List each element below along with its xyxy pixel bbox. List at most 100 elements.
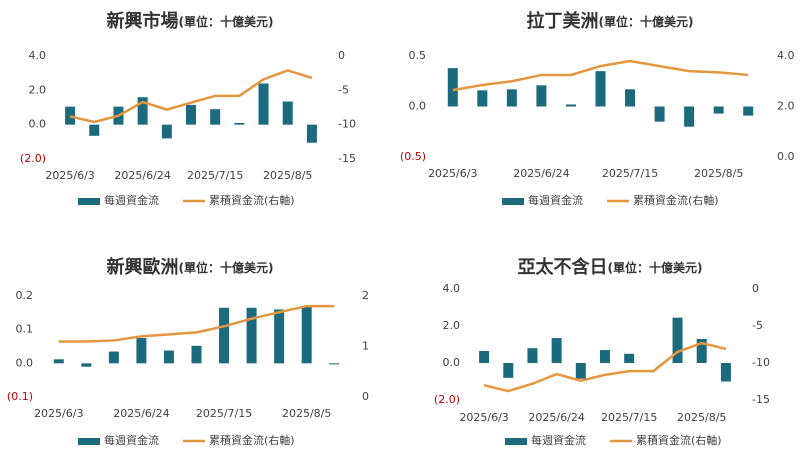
x-tick-label: 2025/8/5 xyxy=(694,167,743,180)
cumulative-line xyxy=(69,69,313,124)
chart-title: 新興歐洲(單位：十億美元) xyxy=(107,256,274,278)
bar xyxy=(161,124,172,139)
bar xyxy=(282,101,293,125)
legend-swatch xyxy=(78,438,100,445)
y2-tick-label: -5 xyxy=(752,319,763,332)
bar xyxy=(306,124,317,143)
bar xyxy=(108,351,119,364)
bar xyxy=(506,89,517,107)
bar xyxy=(551,338,562,363)
cumulative-line xyxy=(452,59,749,92)
chart-title: 拉丁美洲(單位：十億美元) xyxy=(527,10,694,32)
x-tick-label: 2025/6/3 xyxy=(428,167,477,180)
x-tick-label: 2025/6/24 xyxy=(528,411,584,424)
y-tick-label: 4.0 xyxy=(29,49,47,62)
cumulative-line xyxy=(58,304,335,343)
legend-swatch xyxy=(505,438,527,445)
bar xyxy=(743,106,754,116)
y-tick-label: 2.0 xyxy=(29,83,47,96)
legend-swatch xyxy=(502,198,524,205)
bar xyxy=(713,106,724,114)
bar xyxy=(527,348,538,363)
bar xyxy=(186,104,196,125)
bar xyxy=(595,71,606,107)
title-main: 亞太不含日 xyxy=(518,256,608,278)
y2-tick-label: 0 xyxy=(338,49,345,62)
y2-tick-label: -10 xyxy=(752,356,770,369)
chart-panel: 亞太不含日(單位：十億美元) 4.0 2.0 0.0 (2.0) 0 -5 -10 -15 202… xyxy=(434,256,770,447)
bar xyxy=(53,359,64,364)
legend-label: 累積資金流(右軸) xyxy=(209,193,295,207)
bar xyxy=(672,317,683,363)
y2-tick-label: 2 xyxy=(362,289,369,302)
chart-panel: 拉丁美洲(單位：十億美元) 0.5 0.0 (0.5) 4.0 2.0 0.0 2025/6/… xyxy=(400,10,795,207)
y2-tick-label: 4.0 xyxy=(777,49,795,62)
y2-tick-label: 0.0 xyxy=(777,150,795,163)
bar xyxy=(89,124,100,136)
legend-label: 累積資金流(右軸) xyxy=(636,433,722,447)
y-tick-label: 0.2 xyxy=(16,289,34,302)
x-tick-label: 2025/7/15 xyxy=(602,167,658,180)
x-tick-label: 2025/6/3 xyxy=(45,169,94,182)
x-tick-label: 2025/6/24 xyxy=(113,407,169,420)
bar xyxy=(163,350,174,364)
bar xyxy=(191,345,202,364)
y-tick-label: 0.5 xyxy=(409,49,427,62)
y2-tick-label: -15 xyxy=(338,152,356,165)
legend-label: 累積資金流(右軸) xyxy=(633,193,719,207)
bar xyxy=(137,97,148,125)
y2-tick-label: 1 xyxy=(362,340,369,353)
x-tick-label: 2025/6/3 xyxy=(459,411,508,424)
y-tick-label: 0.0 xyxy=(409,100,427,113)
y-tick-label: 0.0 xyxy=(29,118,47,131)
legend-swatch xyxy=(78,198,100,205)
y-tick-label: 0.0 xyxy=(443,356,461,369)
x-tick-label: 2025/7/15 xyxy=(187,169,243,182)
x-tick-label: 2025/8/5 xyxy=(677,411,726,424)
x-tick-label: 2025/7/15 xyxy=(196,407,252,420)
chart-panel: 新興歐洲(單位：十億美元) 0.2 0.1 0.0 (0.1) 2 1 0 2025/6/3 20… xyxy=(7,256,369,447)
title-unit: (單位：十億美元) xyxy=(179,14,274,29)
bar xyxy=(479,350,490,363)
bar xyxy=(565,104,576,107)
bar xyxy=(136,338,147,364)
chart-title: 亞太不含日(單位：十億美元) xyxy=(518,256,703,278)
y2-tick-label: -15 xyxy=(752,393,770,406)
y-tick-label: 0.1 xyxy=(16,323,34,336)
y-tick-label: 4.0 xyxy=(443,282,461,295)
bar xyxy=(625,89,636,107)
y2-tick-label: -10 xyxy=(338,118,356,131)
bar xyxy=(65,106,76,125)
legend-label: 每週資金流 xyxy=(531,433,586,447)
y-tick-label: 0.0 xyxy=(16,356,34,369)
x-tick-label: 2025/8/5 xyxy=(282,407,331,420)
bar xyxy=(654,106,665,122)
legend-label: 每週資金流 xyxy=(104,433,159,447)
bar xyxy=(536,85,547,107)
bar xyxy=(447,68,458,107)
chart-panel: 新興市場(單位：十億美元) 4.0 2.0 0.0 (2.0) 0 -5 -10 -15 2025… xyxy=(20,10,356,207)
y-tick-label: 2.0 xyxy=(443,319,461,332)
bar xyxy=(210,109,221,125)
x-tick-label: 2025/7/15 xyxy=(601,411,657,424)
legend-label: 每週資金流 xyxy=(104,193,159,207)
bar xyxy=(720,363,731,382)
y2-tick-label: 0 xyxy=(752,282,759,295)
title-main: 新興歐洲 xyxy=(107,256,179,278)
bar xyxy=(258,83,269,125)
title-unit: (單位：十億美元) xyxy=(179,260,274,275)
y-tick-label: (2.0) xyxy=(434,393,460,406)
bar xyxy=(503,363,514,378)
y-tick-label: (2.0) xyxy=(20,152,46,165)
bar xyxy=(329,363,340,365)
legend-label: 每週資金流 xyxy=(528,193,583,207)
bar xyxy=(696,338,707,363)
bar xyxy=(301,306,312,364)
bar xyxy=(274,309,285,364)
y2-tick-label: 0 xyxy=(362,390,369,403)
bar xyxy=(624,353,635,363)
bar xyxy=(600,350,610,363)
cumulative-line xyxy=(483,341,727,393)
bar xyxy=(684,106,695,127)
bar xyxy=(575,363,586,379)
